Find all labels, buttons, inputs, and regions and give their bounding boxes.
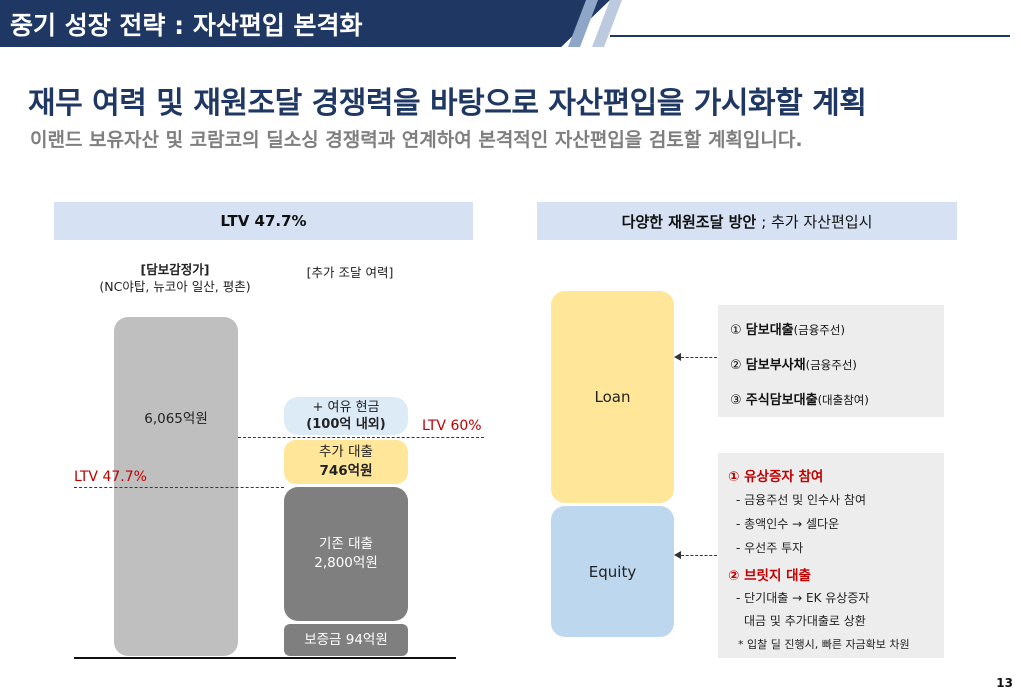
loan-arrow-line [681,357,717,358]
loan-arrow-icon [674,353,681,361]
ltv-60-line [238,437,484,438]
loan-option-3-num: ③ [730,393,742,408]
existing-loan-bar: 기존 대출 2,800억원 [284,487,408,621]
header-band [0,0,610,47]
loan-option-2: ② 담보부사채(금융주선) [730,354,857,373]
right-panel-title: 다양한 재원조달 방안 [621,212,757,231]
loan-option-1-note: (금융주선) [793,323,845,337]
additional-loan-line1: 추가 대출 [319,444,373,460]
page-number: 13 [996,676,1013,690]
additional-loan-amount: 746억원 [319,463,373,479]
loan-box: Loan [551,291,674,503]
loan-option-1: ① 담보대출(금융주선) [730,319,845,338]
equity-arrow-line [681,555,717,556]
equity-label: Equity [588,562,637,581]
deposit-bar: 보증금 94억원 [284,624,408,656]
rights-line-2: - 총액인수 → 셀다운 [736,517,840,531]
equity-options-box [718,453,944,658]
left-panel-title: LTV 47.7% [220,212,307,230]
bridge-line-2: 대금 및 추가대출로 상환 [744,614,866,628]
left-panel-header: LTV 47.7% [54,202,473,240]
additional-loan-bar: 추가 대출 746억원 [284,440,408,484]
loan-option-1-name: 담보대출 [745,323,794,338]
existing-loan-amount: 2,800억원 [314,555,378,571]
loan-option-3: ③ 주식담보대출(대출참여) [730,389,869,408]
spare-cash-line2: (100억 내외) [306,417,386,432]
loan-option-1-num: ① [730,323,742,338]
page-subheadline: 이랜드 보유자산 및 코람코의 딜소싱 경쟁력과 연계하여 본격적인 자산편입을… [30,129,803,151]
header-rule [610,35,1010,37]
ltv-60-label: LTV 60% [422,418,482,434]
right-panel-header: 다양한 재원조달 방안 ; 추가 자산편입시 [537,202,957,240]
rights-line-3: - 우선주 투자 [736,541,804,555]
equity-arrow-icon [674,551,681,559]
rights-offering-title: ① 유상증자 참여 [728,469,824,485]
ltv-current-label: LTV 47.7% [74,469,147,485]
collateral-value-bar: 6,065억원 [114,317,238,656]
rights-line-1: - 금융주선 및 인수사 참여 [736,493,866,507]
loan-label: Loan [594,388,631,406]
collateral-value: 6,065억원 [144,411,208,427]
loan-option-2-num: ② [730,358,742,373]
deposit-amount: 보증금 94억원 [304,631,388,648]
collateral-assets: (NC야탑, 뉴코아 일산, 평촌) [99,279,251,294]
section-title: 중기 성장 전략 : 자산편입 본격화 [10,11,363,40]
loan-option-3-note: (대출참여) [817,393,869,407]
loan-options-box [718,305,944,417]
spare-cash-bar: + 여유 현금 (100억 내외) [284,397,408,435]
spare-cash-line1: + 여유 현금 [312,400,380,415]
equity-box: Equity [551,506,674,637]
right-panel-subtitle: ; 추가 자산편입시 [761,212,873,231]
existing-loan-line1: 기존 대출 [319,536,373,552]
loan-option-2-name: 담보부사채 [745,358,806,373]
collateral-label: [담보감정가] [140,262,210,277]
page-headline: 재무 여력 및 재원조달 경쟁력을 바탕으로 자산편입을 가시화할 계획 [28,86,867,121]
bridge-loan-title: ② 브릿지 대출 [728,568,811,584]
bridge-footnote: * 입찰 딜 진행시, 빠른 자금확보 차원 [738,638,910,651]
loan-option-3-name: 주식담보대출 [745,393,818,408]
chart-baseline [74,657,456,659]
ltv-current-line [74,487,284,488]
loan-option-2-note: (금융주선) [805,358,857,372]
capacity-label: [추가 조달 여력] [306,265,394,280]
bridge-line-1: - 단기대출 → EK 유상증자 [736,591,870,605]
